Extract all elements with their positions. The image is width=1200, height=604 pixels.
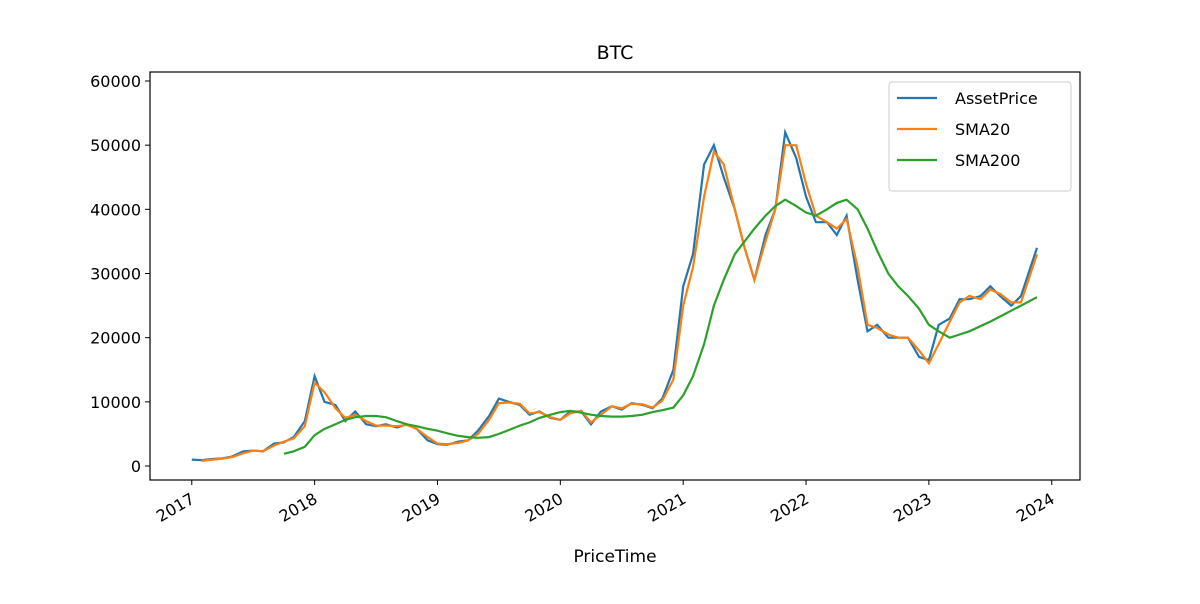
legend-label: SMA200	[955, 151, 1020, 170]
plot-frame	[149, 71, 1081, 481]
y-tick-label: 0	[131, 457, 141, 476]
x-tick-label: 2019	[399, 489, 444, 526]
x-tick-label: 2024	[1013, 489, 1058, 526]
y-tick-label: 10000	[90, 393, 141, 412]
legend: AssetPrice SMA20 SMA200	[888, 81, 1072, 192]
x-tick-label: 2020	[522, 489, 567, 526]
y-tick-label: 50000	[90, 136, 141, 155]
x-tick-label: 2023	[890, 489, 935, 526]
x-tick-label: 2022	[767, 489, 812, 526]
y-tick-label: 30000	[90, 264, 141, 283]
x-tick-label: 2017	[153, 489, 198, 526]
legend-label: AssetPrice	[955, 89, 1038, 108]
y-tick-label: 20000	[90, 329, 141, 348]
chart-title: BTC	[597, 42, 634, 64]
series-line	[283, 198, 1038, 455]
series-line	[201, 144, 1039, 462]
legend-label: SMA20	[955, 120, 1010, 139]
y-tick-label: 40000	[90, 200, 141, 219]
x-tick-label: 2021	[644, 489, 689, 526]
legend-box	[888, 81, 1072, 192]
x-axis-label: PriceTime	[573, 547, 656, 567]
y-tick-label: 60000	[90, 72, 141, 91]
x-tick-label: 2018	[276, 489, 321, 526]
